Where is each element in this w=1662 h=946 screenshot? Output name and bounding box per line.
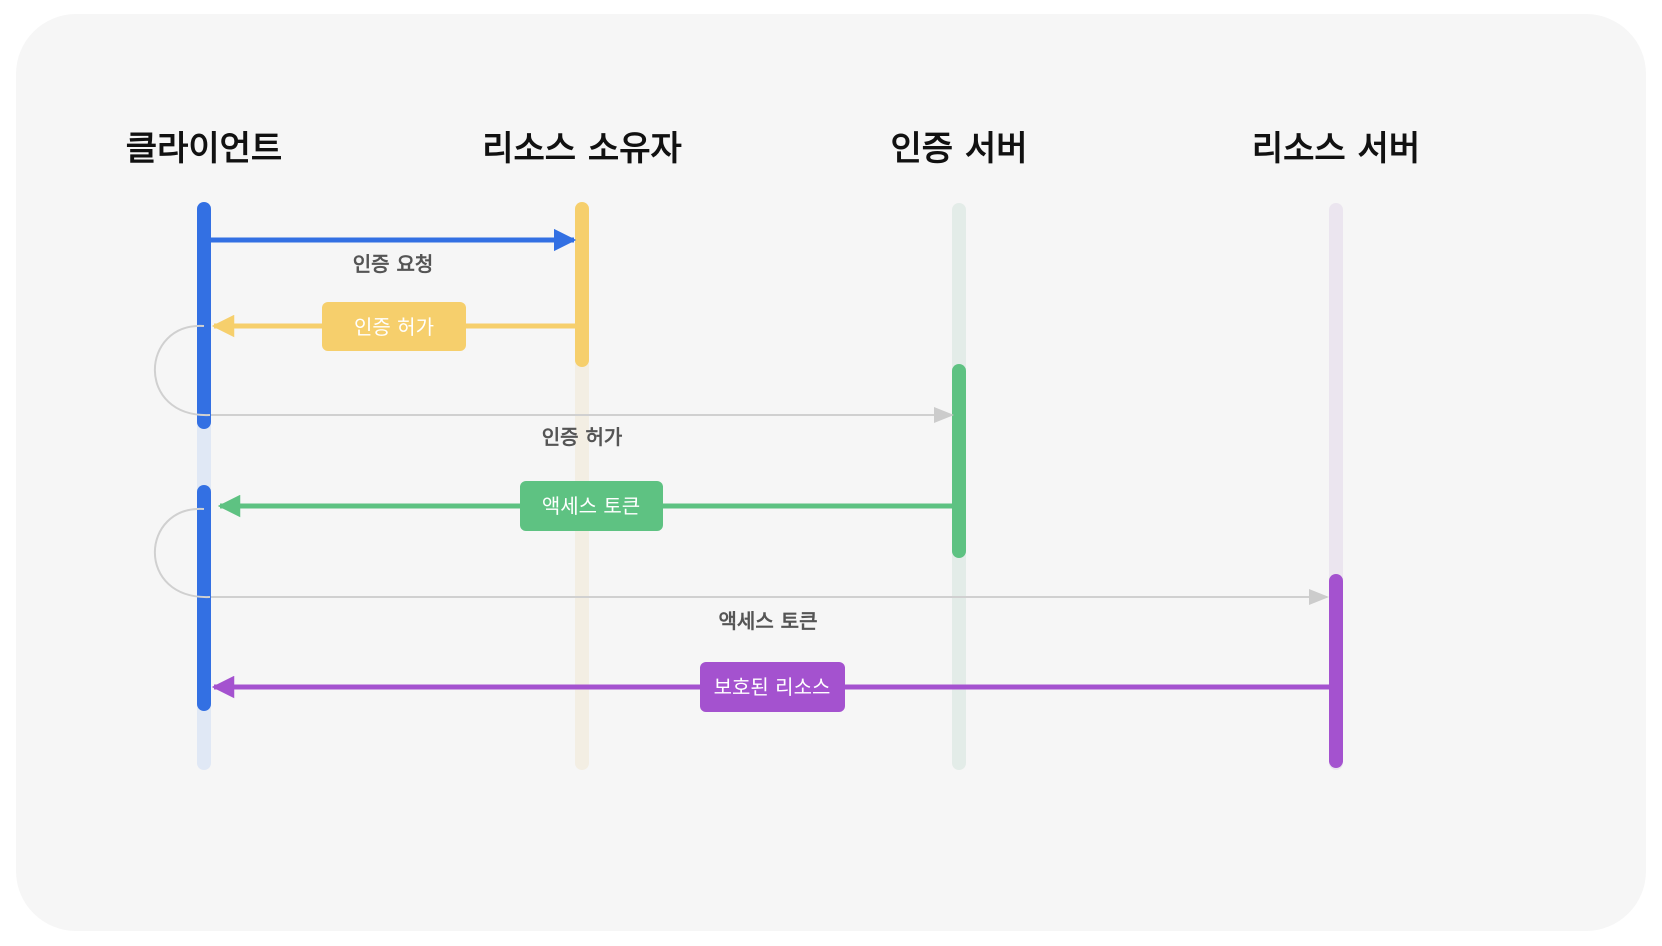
self-loop-2 [153,507,211,599]
actor-label-client: 클라이언트 [126,129,282,169]
self-loop-1 [153,324,211,417]
actor-label-auth-server: 인증 서버 [891,129,1028,169]
badge-label-access-token: 액세스 토큰 [542,494,640,518]
diagram-card [16,14,1646,931]
badge-label-auth-grant: 인증 허가 [354,315,434,339]
label-auth-grant-forward: 인증 허가 [542,425,623,449]
badge-label-protected-resource: 보호된 리소스 [714,675,831,699]
badge-auth-grant [322,302,466,351]
actor-label-resource-server: 리소스 서버 [1252,129,1420,169]
label-auth-request: 인증 요청 [353,252,434,276]
badge-access-token [520,481,663,531]
label-access-token-forward: 액세스 토큰 [719,609,818,633]
badge-protected-resource [700,662,845,712]
actor-label-resource-owner: 리소스 소유자 [482,129,682,169]
